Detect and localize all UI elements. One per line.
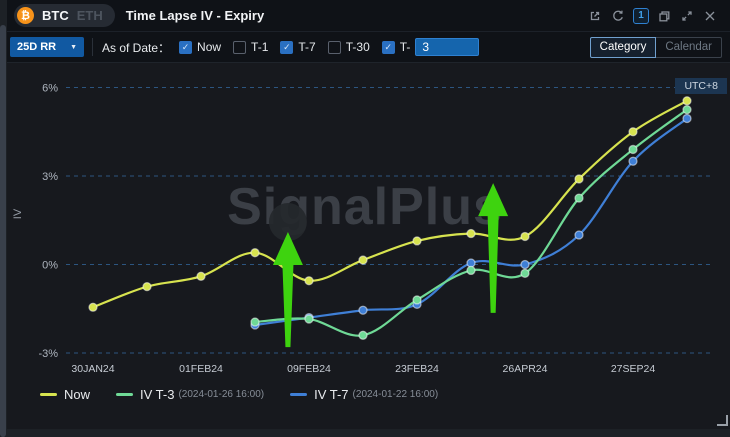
dialog-panel: ₿ BTC ETH Time Lapse IV - Expiry 1 xyxy=(7,0,730,429)
svg-text:30JAN24: 30JAN24 xyxy=(71,363,114,375)
legend-dash-icon xyxy=(290,393,308,396)
checkbox-label: T- xyxy=(399,40,411,54)
checkbox-label: Now xyxy=(197,40,222,54)
up-arrow-annotation xyxy=(272,232,303,348)
legend-label: Now xyxy=(64,387,91,402)
svg-text:23FEB24: 23FEB24 xyxy=(395,363,439,375)
legend-item-iv-t-7[interactable]: IV T-7 (2024-01-22 16:00) xyxy=(290,387,438,402)
legend-label: IV T-7 xyxy=(314,387,349,402)
legend-dash-icon xyxy=(40,393,57,396)
legend-dash-icon xyxy=(116,393,134,396)
checkbox-checked-icon[interactable]: ✓ xyxy=(280,40,294,54)
checkbox-checked-icon[interactable]: ✓ xyxy=(381,40,395,54)
interval-badge-value[interactable]: 1 xyxy=(633,7,649,24)
window-icons: 1 xyxy=(587,7,718,24)
header: ₿ BTC ETH Time Lapse IV - Expiry 1 xyxy=(7,0,730,32)
svg-text:-3%: -3% xyxy=(38,348,58,360)
legend-date-note: (2024-01-26 16:00) xyxy=(178,389,265,400)
metric-dropdown-value: 25D RR xyxy=(17,41,57,53)
svg-text:01FEB24: 01FEB24 xyxy=(179,363,223,375)
svg-text:6%: 6% xyxy=(42,83,58,95)
checkbox-label: T-1 xyxy=(251,40,269,54)
checkbox-checked-icon[interactable]: ✓ xyxy=(179,40,193,54)
expand-icon[interactable] xyxy=(679,8,695,24)
background-scrollbar[interactable] xyxy=(0,25,6,437)
metric-dropdown[interactable]: 25D RR ▼ xyxy=(10,37,84,57)
svg-text:0%: 0% xyxy=(42,260,58,272)
legend-date-note: (2024-01-22 16:00) xyxy=(352,389,439,400)
t-minus-input[interactable] xyxy=(415,38,480,56)
tab-btc[interactable]: BTC xyxy=(42,8,69,23)
chart-legend: Now IV T-3 (2024-01-26 16:00) IV T-7 (2024-0… xyxy=(40,387,438,402)
checkbox-t-1[interactable]: ✓ T-1 xyxy=(233,40,268,54)
checkbox-t-30[interactable]: ✓ T-30 xyxy=(327,40,370,54)
svg-text:3%: 3% xyxy=(42,171,58,183)
close-icon[interactable] xyxy=(702,8,718,24)
asset-switcher[interactable]: ₿ BTC ETH xyxy=(14,4,115,27)
as-of-date-checkbox-group: ✓ Now ✓ T-1 ✓ T-7 ✓ T-30 ✓ T- xyxy=(179,38,480,56)
timezone-badge: UTC+8 xyxy=(675,78,727,94)
chart-plot[interactable]: 6% 3% 0% -3% 30JAN24 01FEB24 09FEB24 23FEB24 26A… xyxy=(7,63,730,429)
resize-handle[interactable] xyxy=(717,415,728,426)
page-title: Time Lapse IV - Expiry xyxy=(125,8,265,23)
tab-eth[interactable]: ETH xyxy=(76,8,103,23)
checkbox-unchecked-icon[interactable]: ✓ xyxy=(233,40,247,54)
checkbox-label: T-30 xyxy=(345,40,370,54)
legend-label: IV T-3 xyxy=(140,387,175,402)
up-arrow-annotation xyxy=(478,183,509,313)
copy-icon[interactable] xyxy=(656,8,672,24)
checkbox-label: T-7 xyxy=(298,40,316,54)
svg-text:09FEB24: 09FEB24 xyxy=(287,363,331,375)
popout-icon[interactable] xyxy=(587,8,603,24)
divider xyxy=(92,38,93,56)
toggle-calendar[interactable]: Calendar xyxy=(656,36,722,58)
checkbox-t[interactable]: ✓ T- xyxy=(381,38,480,56)
view-toggle: Category Calendar xyxy=(589,36,722,58)
interval-badge[interactable]: 1 xyxy=(633,7,649,24)
bitcoin-icon: ₿ xyxy=(17,7,34,24)
checkbox-unchecked-icon[interactable]: ✓ xyxy=(327,40,341,54)
chart-area: SignalPlus IV 6% 3% 0% -3% 30JAN24 01FEB24 09F… xyxy=(7,63,730,429)
svg-text:27SEP24: 27SEP24 xyxy=(611,363,656,375)
controls-bar: 25D RR ▼ As of Date： ✓ Now ✓ T-1 ✓ T-7 ✓ T-30 ✓ T… xyxy=(7,32,730,63)
as-of-date-label: As of Date： xyxy=(102,40,171,55)
chevron-down-icon: ▼ xyxy=(70,43,77,51)
legend-item-iv-t-3[interactable]: IV T-3 (2024-01-26 16:00) xyxy=(116,387,264,402)
svg-text:26APR24: 26APR24 xyxy=(503,363,548,375)
refresh-icon[interactable] xyxy=(610,8,626,24)
toggle-category[interactable]: Category xyxy=(589,36,657,58)
legend-item-now[interactable]: Now xyxy=(40,387,90,402)
checkbox-t-7[interactable]: ✓ T-7 xyxy=(280,40,316,54)
checkbox-now[interactable]: ✓ Now xyxy=(179,40,221,54)
